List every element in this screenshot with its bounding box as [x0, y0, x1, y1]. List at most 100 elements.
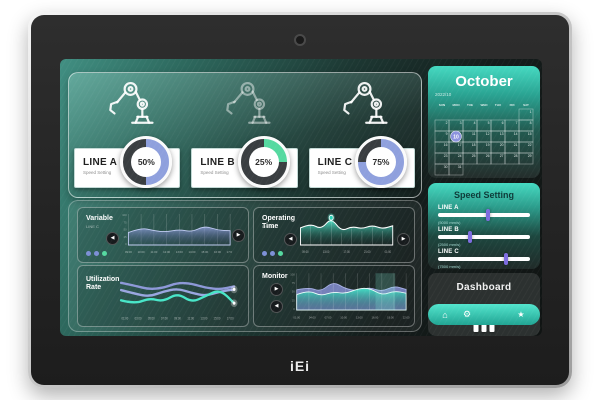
- utilization-line-chart: 01:00 03:00 05:00 07:00 09:00 11:00 13:00 15:00…: [119, 281, 238, 320]
- svg-text:19:00: 19:00: [387, 316, 394, 320]
- svg-text:50: 50: [292, 290, 295, 294]
- legend-dot[interactable]: [86, 251, 91, 256]
- line-c-card[interactable]: LINE C Speed Setting 75%: [308, 136, 415, 188]
- svg-text:25: 25: [472, 154, 476, 158]
- gauge-percent: 75%: [365, 147, 396, 177]
- line-subtitle: Speed Setting: [83, 170, 112, 175]
- svg-text:15:00: 15:00: [201, 250, 208, 254]
- svg-text:23: 23: [444, 154, 448, 158]
- svg-text:16:00: 16:00: [371, 316, 378, 320]
- star-icon[interactable]: ★: [517, 310, 525, 319]
- svg-text:75: 75: [124, 220, 127, 224]
- next-arrow-button[interactable]: ▶: [270, 283, 283, 296]
- svg-text:03:00: 03:00: [135, 316, 142, 320]
- svg-text:10: 10: [453, 134, 459, 140]
- legend-dot[interactable]: [94, 251, 99, 256]
- legend-dot[interactable]: [278, 251, 283, 256]
- robot-arm-icon: [226, 81, 271, 124]
- svg-text:26: 26: [486, 154, 490, 158]
- calendar-card: October 2022/10 SUN MON TUE WED THU FRI SAT 1 2 3…: [428, 66, 540, 178]
- utilization-chart-card: Utilization Rate 01:00 03:00 05:00 07:00 09:…: [77, 265, 249, 327]
- svg-text:FRI: FRI: [510, 103, 515, 107]
- line-name: LINE B: [200, 157, 235, 168]
- speed-slider-track[interactable]: [438, 253, 530, 265]
- next-arrow-button[interactable]: ▶: [232, 229, 245, 242]
- svg-text:05:00: 05:00: [148, 316, 155, 320]
- speed-slider-row: LINE B (2500 mm/s): [438, 227, 530, 248]
- legend-dots[interactable]: [86, 251, 107, 256]
- svg-text:7: 7: [516, 121, 518, 125]
- svg-text:11: 11: [472, 132, 476, 136]
- variable-area-chart: 100 75 50 25 0 09:00 10:00 11:00 12:00 13:00 14:00…: [122, 213, 232, 254]
- monitor-area-chart: 100 75 50 25 0 01:00 04:00 07:00 10:00 13:00 16:00…: [290, 272, 410, 320]
- legend-dot[interactable]: [270, 251, 275, 256]
- prev-arrow-button[interactable]: ◀: [106, 232, 119, 245]
- legend-dot[interactable]: [102, 251, 107, 256]
- next-arrow-button[interactable]: ▶: [397, 233, 410, 246]
- legend-dot[interactable]: [262, 251, 267, 256]
- dashboard-screen: LINE A Speed Setting 50%: [60, 59, 542, 336]
- svg-text:TUE: TUE: [467, 103, 473, 107]
- legend-dots[interactable]: [262, 251, 283, 256]
- svg-text:9: 9: [446, 132, 448, 136]
- svg-text:14: 14: [514, 132, 518, 136]
- chart-subtitle: LINE C: [86, 224, 99, 229]
- svg-text:24: 24: [458, 154, 462, 158]
- svg-text:09:00: 09:00: [125, 250, 132, 254]
- svg-text:31: 31: [458, 165, 462, 169]
- svg-text:30: 30: [444, 165, 448, 169]
- prev-arrow-button[interactable]: ◀: [270, 300, 283, 313]
- svg-text:15: 15: [528, 132, 532, 136]
- svg-text:12: 12: [486, 132, 490, 136]
- speed-slider-row: LINE C (7500 mm/s): [438, 249, 530, 269]
- svg-text:2: 2: [446, 121, 448, 125]
- svg-text:1: 1: [530, 110, 532, 114]
- line-b-card[interactable]: LINE B Speed Setting 25%: [191, 136, 298, 188]
- speed-slider-row: LINE A (5000 mm/s): [438, 205, 530, 226]
- line-group-c: LINE C Speed Setting 75%: [304, 73, 421, 197]
- svg-text:10:00: 10:00: [138, 250, 145, 254]
- svg-text:13:00: 13:00: [200, 316, 207, 320]
- line-subtitle: Speed Setting: [200, 170, 229, 175]
- chart-title: Utilization Rate: [86, 276, 120, 292]
- speed-setting-title: Speed Setting: [453, 190, 514, 200]
- line-c-gauge: 75%: [354, 136, 407, 188]
- chart-subtitle: LINE A: [262, 224, 275, 229]
- prev-arrow-button[interactable]: ◀: [284, 233, 297, 246]
- svg-text:100: 100: [290, 272, 295, 276]
- svg-text:4: 4: [474, 121, 476, 125]
- svg-text:10:00: 10:00: [340, 316, 347, 320]
- svg-text:SAT: SAT: [523, 103, 529, 107]
- home-icon[interactable]: ⌂: [442, 309, 448, 320]
- gauge-percent: 25%: [248, 147, 279, 177]
- operating-time-area-chart: 09:00 13:00 17:00 21:00 01:00: [300, 213, 394, 254]
- speed-slider-track[interactable]: [438, 231, 530, 243]
- svg-text:27: 27: [500, 154, 504, 158]
- chart-title: Operating Time: [262, 215, 296, 231]
- svg-text:MON: MON: [453, 103, 460, 107]
- chart-title: Variable: [86, 215, 113, 222]
- svg-text:19: 19: [486, 143, 490, 147]
- svg-text:18: 18: [472, 143, 476, 147]
- svg-text:11:00: 11:00: [187, 316, 194, 320]
- speed-slider-track[interactable]: [438, 209, 530, 221]
- svg-text:50: 50: [124, 227, 127, 231]
- dashboard-title: Dashboard: [456, 282, 512, 293]
- production-lines-panel: LINE A Speed Setting 50%: [68, 72, 422, 198]
- slider-value-label: (7500 mm/s): [438, 264, 461, 269]
- svg-text:15:00: 15:00: [214, 316, 221, 320]
- svg-text:3: 3: [460, 121, 462, 125]
- speed-slider-thumb[interactable]: [504, 253, 509, 265]
- speed-sliders: LINE A (5000 mm/s) LINE B (2500 mm/s) LINE C…: [438, 205, 530, 269]
- panel-pc-device: LINE A Speed Setting 50%: [28, 12, 572, 388]
- line-group-a: LINE A Speed Setting 50%: [69, 73, 186, 197]
- speed-slider-thumb[interactable]: [485, 209, 490, 221]
- svg-text:100: 100: [122, 213, 127, 217]
- gear-icon[interactable]: ⚙: [462, 309, 472, 319]
- speed-slider-thumb[interactable]: [468, 231, 473, 243]
- variable-chart-card: Variable LINE C ◀ ▶ 100 75 50 25 0 09:00 10:00…: [77, 207, 249, 263]
- charts-panel: Variable LINE C ◀ ▶ 100 75 50 25 0 09:00 10:00…: [68, 200, 422, 332]
- line-a-card[interactable]: LINE A Speed Setting 50%: [74, 136, 181, 188]
- line-b-gauge: 25%: [237, 136, 290, 188]
